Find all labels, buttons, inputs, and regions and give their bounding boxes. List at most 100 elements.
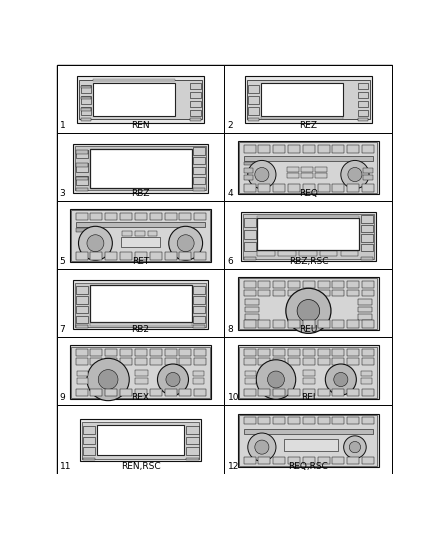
Bar [273,146,285,153]
Bar [81,118,91,121]
Bar [76,296,88,304]
Bar [332,320,344,328]
Bar [82,447,95,455]
Bar [318,184,329,191]
Circle shape [286,288,331,333]
Bar [187,426,198,434]
Text: REQ,RSC: REQ,RSC [289,462,328,471]
Text: REQ: REQ [299,189,318,198]
Bar [224,269,392,337]
Text: RBZ: RBZ [131,189,150,198]
Bar [194,358,206,365]
Circle shape [341,160,369,189]
Bar [258,216,360,218]
Text: 5: 5 [60,257,65,266]
Bar [179,358,191,365]
Bar [81,96,91,100]
Bar [76,222,205,227]
Bar [248,107,259,115]
Bar [105,389,117,396]
Bar [193,176,205,184]
Bar [82,426,95,434]
Bar [238,277,379,330]
Bar [71,346,210,398]
Bar [239,415,378,466]
Bar [258,251,275,256]
Bar [332,358,344,365]
Bar [194,389,206,396]
Bar [91,389,102,396]
Bar [347,349,359,356]
Bar [91,213,102,220]
Bar [315,167,327,172]
Bar [318,289,329,296]
Bar [193,296,205,304]
Bar [303,349,315,356]
Bar [224,337,392,406]
Bar [193,371,204,376]
Bar [358,299,372,305]
Bar [193,157,205,164]
Circle shape [248,433,276,461]
Circle shape [87,235,104,252]
Bar [241,212,375,261]
Bar [91,349,102,356]
Bar [258,349,270,356]
Circle shape [334,373,348,386]
Text: 4: 4 [228,189,233,198]
Bar [332,389,344,396]
Bar [77,76,205,123]
Bar [81,108,91,111]
Bar [193,286,205,294]
Text: REZ: REZ [300,121,318,130]
Bar [364,168,373,173]
Bar [238,141,379,194]
Bar [361,225,373,232]
Text: RET: RET [132,257,149,266]
Bar [318,320,329,328]
Bar [244,358,255,365]
Bar [57,406,224,474]
Text: RBZ,RSC: RBZ,RSC [289,257,328,266]
Bar [288,146,300,153]
Bar [57,133,224,201]
Text: 9: 9 [60,393,65,402]
Bar [362,320,374,328]
Bar [332,457,344,464]
Bar [135,370,148,376]
Bar [244,184,255,191]
Bar [244,429,373,434]
Bar [273,281,285,288]
Bar [79,79,202,119]
Bar [187,447,198,455]
Bar [358,118,368,121]
Bar [288,349,300,356]
Text: 12: 12 [228,462,239,471]
Bar [244,168,254,173]
Bar [244,76,372,123]
Bar [358,92,368,98]
Bar [193,325,205,328]
Bar [81,86,91,88]
Bar [245,378,256,384]
Bar [273,184,285,191]
Bar [273,349,285,356]
Bar [190,101,201,107]
Circle shape [177,235,194,252]
Bar [261,83,343,116]
Text: REI: REI [301,393,316,402]
Bar [318,457,329,464]
Bar [76,286,88,294]
Circle shape [248,160,276,189]
Bar [258,281,270,288]
Bar [239,142,378,193]
Bar [89,323,191,326]
Bar [273,457,285,464]
Bar [190,92,201,98]
Bar [76,325,88,328]
Bar [362,289,374,296]
Bar [288,289,300,296]
Bar [76,306,88,313]
Circle shape [297,300,320,322]
Bar [244,389,255,396]
